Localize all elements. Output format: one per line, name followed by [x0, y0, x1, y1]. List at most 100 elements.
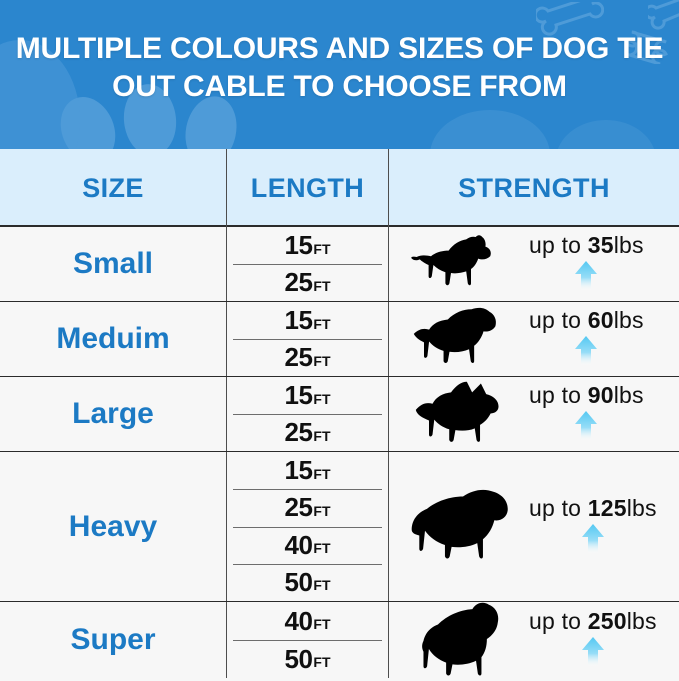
strength-label: up to 35lbs	[529, 232, 644, 259]
strength-weight-value: 35	[587, 232, 614, 258]
length-value: 25	[284, 492, 313, 523]
size-cell: Super	[0, 602, 226, 678]
length-unit: FT	[313, 277, 331, 294]
size-cell: Heavy	[0, 452, 226, 601]
strength-label: up to 90lbs	[529, 382, 644, 409]
strength-weight-value: 125	[587, 494, 627, 521]
page-title-line-1: MULTIPLE COLOURS AND SIZES OF DOG TIE	[15, 32, 664, 65]
length-option: 40 FT	[227, 602, 388, 640]
length-option-list: 15 FT 25 FT	[227, 377, 388, 451]
strength-content: up to 125lbs	[389, 452, 679, 601]
up-arrow-icon	[575, 261, 598, 296]
length-cell: 15 FT 25 FT	[226, 377, 388, 451]
length-option: 25 FT	[227, 264, 388, 301]
page-title: MULTIPLE COLOURS AND SIZES OF DOG TIE OU…	[0, 30, 679, 107]
strength-label: up to 250lbs	[529, 608, 657, 635]
length-unit: FT	[313, 540, 331, 557]
length-value: 40	[284, 529, 313, 560]
table-header-row: SIZE LENGTH STRENGTH	[0, 149, 679, 227]
length-option-list: 15 FT 25 FT 40 FT 50 FT	[227, 452, 388, 601]
strength-weight-unit: lbs	[626, 608, 657, 634]
length-value: 15	[284, 380, 313, 410]
column-header-strength: STRENGTH	[388, 149, 679, 227]
strength-cell: up to 250lbs	[388, 602, 679, 678]
length-unit: FT	[313, 315, 331, 332]
length-unit: FT	[313, 654, 331, 670]
length-value: 25	[284, 342, 313, 372]
dog-silhouette-heavy	[403, 488, 521, 566]
table-row: Meduim 15 FT 25 FT up to 60lbs	[0, 302, 679, 377]
length-cell: 15 FT 25 FT	[226, 302, 388, 376]
strength-weight-unit: lbs	[613, 382, 644, 408]
table-row: Super 40 FT 50 FT up to 250lbs	[0, 602, 679, 678]
table-row: Heavy 15 FT 25 FT 40 FT 50 FT up to 125lbs	[0, 452, 679, 602]
size-label: Super	[70, 623, 156, 656]
length-option: 25 FT	[227, 489, 388, 526]
up-arrow-icon	[581, 523, 604, 559]
size-cell: Small	[0, 227, 226, 301]
strength-content: up to 60lbs	[389, 302, 679, 376]
strength-content: up to 250lbs	[389, 602, 679, 678]
length-option-list: 15 FT 25 FT	[227, 302, 388, 376]
strength-label: up to 60lbs	[529, 307, 644, 334]
table-body: Small 15 FT 25 FT up to 35lbs Meduim 15 FT 25 FT up…	[0, 227, 679, 678]
strength-cell: up to 125lbs	[388, 452, 679, 601]
dog-silhouette-super	[403, 599, 521, 681]
header-banner: MULTIPLE COLOURS AND SIZES OF DOG TIE OU…	[0, 0, 679, 149]
size-cell: Meduim	[0, 302, 226, 376]
strength-weight-block: up to 35lbs	[529, 232, 644, 296]
up-arrow-icon	[575, 336, 598, 371]
strength-weight-value: 90	[587, 382, 614, 408]
length-option-list: 15 FT 25 FT	[227, 227, 388, 301]
size-cell: Large	[0, 377, 226, 451]
strength-content: up to 35lbs	[389, 227, 679, 301]
strength-weight-unit: lbs	[613, 232, 644, 258]
strength-weight-unit: lbs	[626, 494, 657, 521]
strength-cell: up to 60lbs	[388, 302, 679, 376]
length-value: 25	[284, 267, 313, 297]
length-option: 15 FT	[227, 302, 388, 339]
length-value: 50	[284, 566, 313, 597]
size-label: Large	[72, 397, 154, 430]
length-unit: FT	[313, 390, 331, 407]
strength-label: up to 125lbs	[529, 495, 657, 522]
up-arrow-icon	[581, 637, 604, 672]
strength-weight-value: 60	[587, 307, 614, 333]
strength-weight-block: up to 250lbs	[529, 608, 657, 672]
length-option: 40 FT	[227, 526, 388, 564]
paw-print-icon	[556, 120, 656, 149]
length-unit: FT	[313, 352, 331, 369]
bone-icon	[648, 0, 679, 30]
length-option-list: 40 FT 50 FT	[227, 602, 388, 678]
length-unit: FT	[313, 240, 331, 257]
table-row: Large 15 FT 25 FT up to 90lbs	[0, 377, 679, 452]
length-value: 25	[284, 417, 313, 447]
length-unit: FT	[313, 427, 331, 444]
strength-weight-value: 250	[587, 608, 627, 634]
length-value: 50	[284, 643, 313, 674]
length-option: 50 FT	[227, 640, 388, 678]
size-label: Meduim	[56, 322, 170, 355]
strength-cell: up to 90lbs	[388, 377, 679, 451]
length-cell: 15 FT 25 FT	[226, 227, 388, 301]
column-header-size: SIZE	[82, 172, 144, 203]
strength-prefix: up to	[529, 494, 588, 521]
length-option: 50 FT	[227, 563, 388, 601]
strength-cell: up to 35lbs	[388, 227, 679, 301]
strength-content: up to 90lbs	[389, 377, 679, 451]
column-header-length: LENGTH	[226, 149, 388, 227]
length-unit: FT	[313, 616, 331, 632]
paw-print-icon	[430, 110, 550, 149]
strength-weight-block: up to 90lbs	[529, 382, 644, 446]
length-value: 15	[284, 305, 313, 335]
size-chart-table: SIZE LENGTH STRENGTH Small 15 FT 25 FT up to …	[0, 149, 679, 678]
length-option: 15 FT	[227, 377, 388, 414]
up-arrow-icon	[575, 411, 598, 446]
strength-prefix: up to	[529, 608, 588, 634]
strength-prefix: up to	[529, 382, 588, 408]
length-option: 15 FT	[227, 452, 388, 489]
page-title-line-2: OUT CABLE TO CHOOSE FROM	[112, 70, 567, 104]
length-value: 40	[284, 605, 313, 636]
table-row: Small 15 FT 25 FT up to 35lbs	[0, 227, 679, 302]
